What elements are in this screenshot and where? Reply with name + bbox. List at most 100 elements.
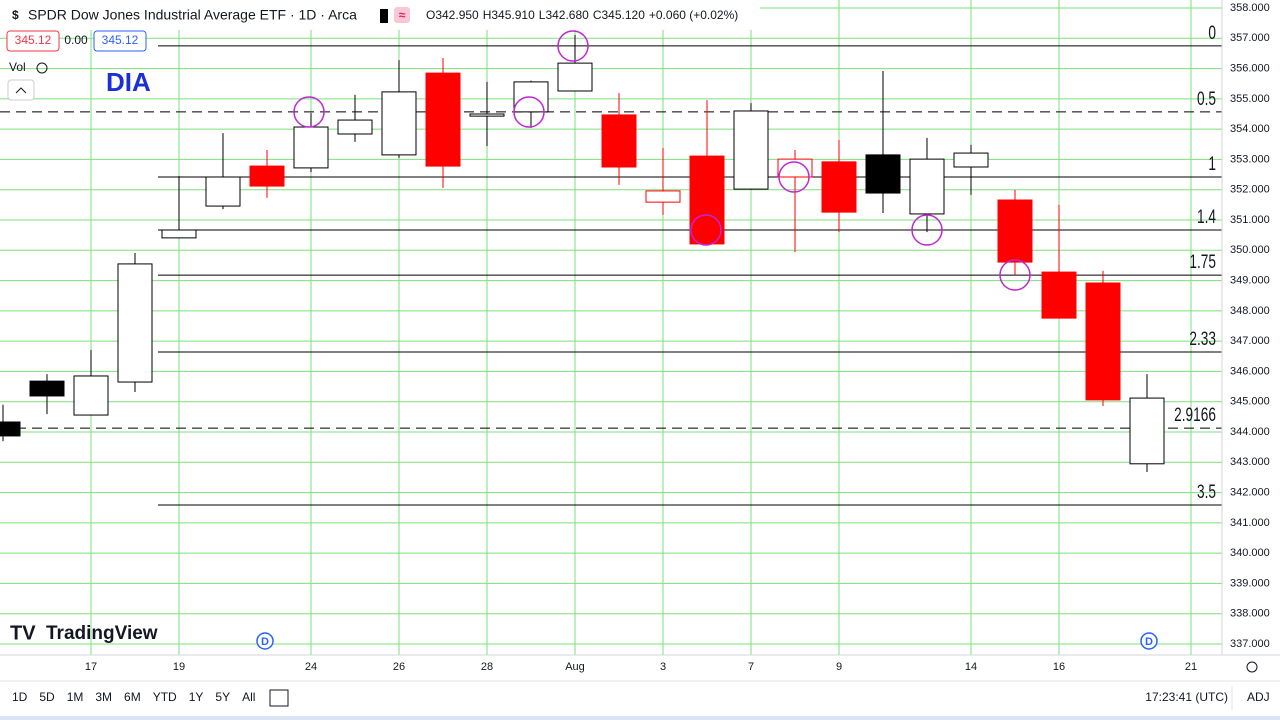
candle-body (953, 152, 989, 168)
x-tick-label: 26 (393, 661, 405, 673)
level-label: 1 (1208, 153, 1216, 175)
x-tick-label: 9 (836, 661, 842, 673)
x-tick-label: 21 (1185, 661, 1197, 673)
candle-body (1085, 282, 1121, 401)
y-tick-label: 347.000 (1230, 335, 1270, 347)
candle-body (733, 110, 769, 190)
range-button[interactable]: YTD (153, 690, 177, 704)
y-tick-label: 355.000 (1230, 93, 1270, 105)
adj-button[interactable]: ADJ (1247, 690, 1270, 704)
y-tick-label: 351.000 (1230, 214, 1270, 226)
indicator-icon-text: ≈ (399, 8, 406, 22)
touch-circle (911, 214, 943, 246)
x-tick-label: 17 (85, 661, 97, 673)
range-button[interactable]: 1M (67, 690, 84, 704)
y-tick-label: 352.000 (1230, 184, 1270, 196)
eye-icon[interactable] (36, 62, 48, 74)
range-button[interactable]: 5Y (215, 690, 230, 704)
ohlc-value: +0.060 (+0.02%) (649, 8, 738, 22)
level-label: 1.4 (1197, 206, 1216, 228)
volume-label: Vol (9, 60, 26, 74)
price-box-text: 345.12 (15, 33, 52, 47)
candle-body (1041, 271, 1077, 319)
axes: 337.000 338.000 339.000 340.000 341.000 342.0… (85, 2, 1270, 673)
x-tick-label: 3 (660, 661, 666, 673)
candle-body (425, 72, 461, 167)
x-tick-label: 7 (748, 661, 754, 673)
level-label: 0.5 (1197, 88, 1216, 110)
y-tick-label: 343.000 (1230, 456, 1270, 468)
candle-body (513, 81, 549, 113)
y-tick-label: 345.000 (1230, 396, 1270, 408)
brand-logo: TV (10, 622, 36, 644)
settings-icon[interactable] (1246, 661, 1258, 673)
touch-circle (557, 30, 589, 62)
ohlc-value: O342.950 (426, 8, 479, 22)
touch-circle (690, 214, 722, 246)
range-button[interactable]: 1Y (189, 690, 204, 704)
candle-body (865, 154, 901, 194)
candle-body (205, 176, 241, 207)
dividend-marker[interactable] (1140, 632, 1158, 650)
range-button[interactable]: 5D (39, 690, 55, 704)
candle-body (689, 155, 725, 245)
level-label: 2.9166 (1174, 404, 1216, 426)
candle-body (293, 126, 329, 169)
grid (0, 0, 1222, 655)
price-box (93, 30, 147, 52)
y-tick-label: 356.000 (1230, 62, 1270, 74)
candle-body (161, 229, 197, 239)
y-tick-label: 350.000 (1230, 244, 1270, 256)
ohlc-value: H345.910 (483, 8, 535, 22)
y-tick-label: 341.000 (1230, 517, 1270, 529)
level-label: 3.5 (1197, 481, 1216, 503)
toolbar: 1D 5D 1M 3M 6M YTD 1Y 5Y All 17:23:41 (UTC) ADJ (12, 690, 1270, 704)
date-range-icon[interactable] (269, 689, 289, 707)
y-tick-label: 339.000 (1230, 577, 1270, 589)
symbol-label: DIA (106, 67, 151, 97)
x-tick-label: Aug (565, 661, 585, 673)
touch-circle (999, 259, 1031, 291)
candle-body (381, 91, 417, 156)
spread-text: 0.00 (64, 33, 88, 47)
x-tick-label: 28 (481, 661, 493, 673)
symbol-title: SPDR Dow Jones Industrial Average ETF · … (28, 7, 357, 23)
brand-name: TradingView (46, 623, 158, 644)
range-button[interactable]: 3M (95, 690, 112, 704)
level-label: 2.33 (1189, 328, 1216, 350)
y-tick-label: 344.000 (1230, 426, 1270, 438)
candle-body (601, 114, 637, 168)
x-tick-label: 19 (173, 661, 185, 673)
candles (0, 34, 1165, 472)
dividend-marker[interactable] (256, 632, 274, 650)
y-tick-label: 353.000 (1230, 153, 1270, 165)
y-tick-label: 342.000 (1230, 486, 1270, 498)
range-button[interactable]: All (242, 690, 255, 704)
ohlc-value: C345.120 (593, 8, 645, 22)
x-tick-label: 24 (305, 661, 317, 673)
candle-body (909, 158, 945, 215)
collapse-button[interactable] (7, 79, 35, 101)
x-tick-label: 14 (965, 661, 977, 673)
candle-body (249, 165, 285, 187)
candle-body (997, 199, 1033, 263)
candle-body (117, 263, 153, 383)
price-box-text: 345.12 (102, 33, 139, 47)
candle-body (557, 62, 593, 92)
y-tick-label: 346.000 (1230, 365, 1270, 377)
touch-circles (293, 30, 1031, 291)
touch-circle (513, 96, 545, 128)
range-button[interactable]: 6M (124, 690, 141, 704)
range-button[interactable]: 1D (12, 690, 28, 704)
candle-body (469, 113, 505, 117)
dividend-label: D (1145, 636, 1153, 648)
bottom-bar (0, 716, 1280, 720)
candle-body (821, 161, 857, 213)
collapse-icon (15, 87, 27, 94)
ohlc-value: L342.680 (539, 8, 589, 22)
y-tick-label: 348.000 (1230, 305, 1270, 317)
market-icon (380, 9, 388, 23)
y-tick-label: 337.000 (1230, 638, 1270, 650)
